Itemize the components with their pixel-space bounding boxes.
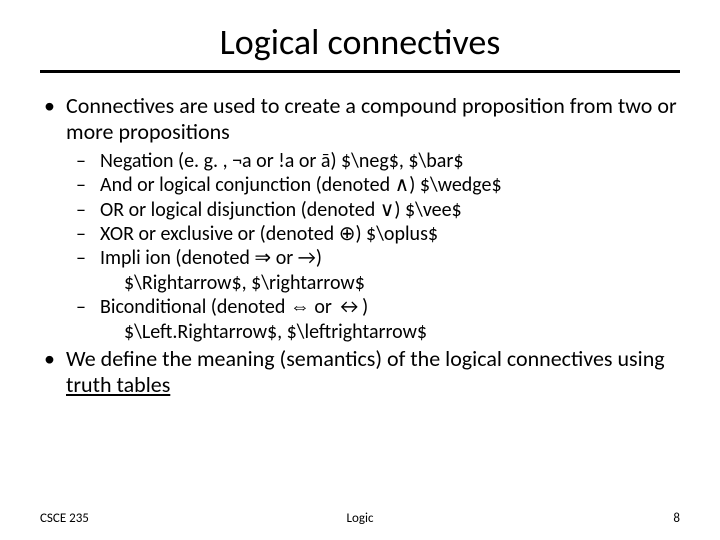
sub-list: Negation (e. g. , ¬a or !a or ā) $\neg$,… — [66, 149, 680, 344]
sub-implication-text: Impli ion (denoted ⇒ or →) — [100, 246, 322, 270]
slide-title: Logical connectives — [40, 20, 680, 64]
slide: Logical connectives Connectives are used… — [0, 0, 720, 540]
sub-xor: XOR or exclusive or (denoted ⊕) $\oplus$ — [66, 222, 680, 246]
sub-negation-text: Negation (e. g. , ¬a or !a or ā) $\neg$,… — [100, 149, 463, 173]
sub-or: OR or logical disjunction (denoted ∨) $\… — [66, 198, 680, 222]
sub-implication-latex: $\Rightarrow$, $\rightarrow$ — [100, 271, 680, 295]
bullet-2: We define the meaning (semantics) of the… — [40, 346, 680, 398]
sub-negation: Negation (e. g. , ¬a or !a or ā) $\neg$,… — [66, 149, 680, 173]
sub-biconditional: Biconditional (denoted ⇔ or ↔) $\Left.Ri… — [66, 295, 680, 344]
footer-right: 8 — [673, 511, 680, 526]
bullet-1-text: Connectives are used to create a compoun… — [66, 92, 677, 145]
bullet-1: Connectives are used to create a compoun… — [40, 93, 680, 344]
footer-center: Logic — [347, 511, 374, 526]
sub-biconditional-text: Biconditional (denoted ⇔ or ↔) — [100, 295, 368, 319]
sub-and-text: And or logical conjunction (denoted ∧) $… — [100, 173, 502, 197]
footer-left: CSCE 235 — [40, 511, 89, 526]
sub-or-text: OR or logical disjunction (denoted ∨) $\… — [100, 198, 462, 222]
bullet-2-text-b: truth tables — [66, 371, 170, 398]
footer: CSCE 235 Logic 8 — [0, 511, 720, 526]
bullet-list: Connectives are used to create a compoun… — [40, 93, 680, 398]
sub-biconditional-latex: $\Left.Rightarrow$, $\leftrightarrow$ — [100, 320, 680, 344]
sub-implication: Impli ion (denoted ⇒ or →) $\Rightarrow$… — [66, 246, 680, 295]
sub-and: And or logical conjunction (denoted ∧) $… — [66, 173, 680, 197]
bullet-2-text-a: We define the meaning (semantics) of the… — [66, 345, 665, 372]
title-underline — [40, 70, 680, 73]
sub-xor-text: XOR or exclusive or (denoted ⊕) $\oplus$ — [100, 222, 438, 246]
slide-content: Connectives are used to create a compoun… — [40, 93, 680, 398]
